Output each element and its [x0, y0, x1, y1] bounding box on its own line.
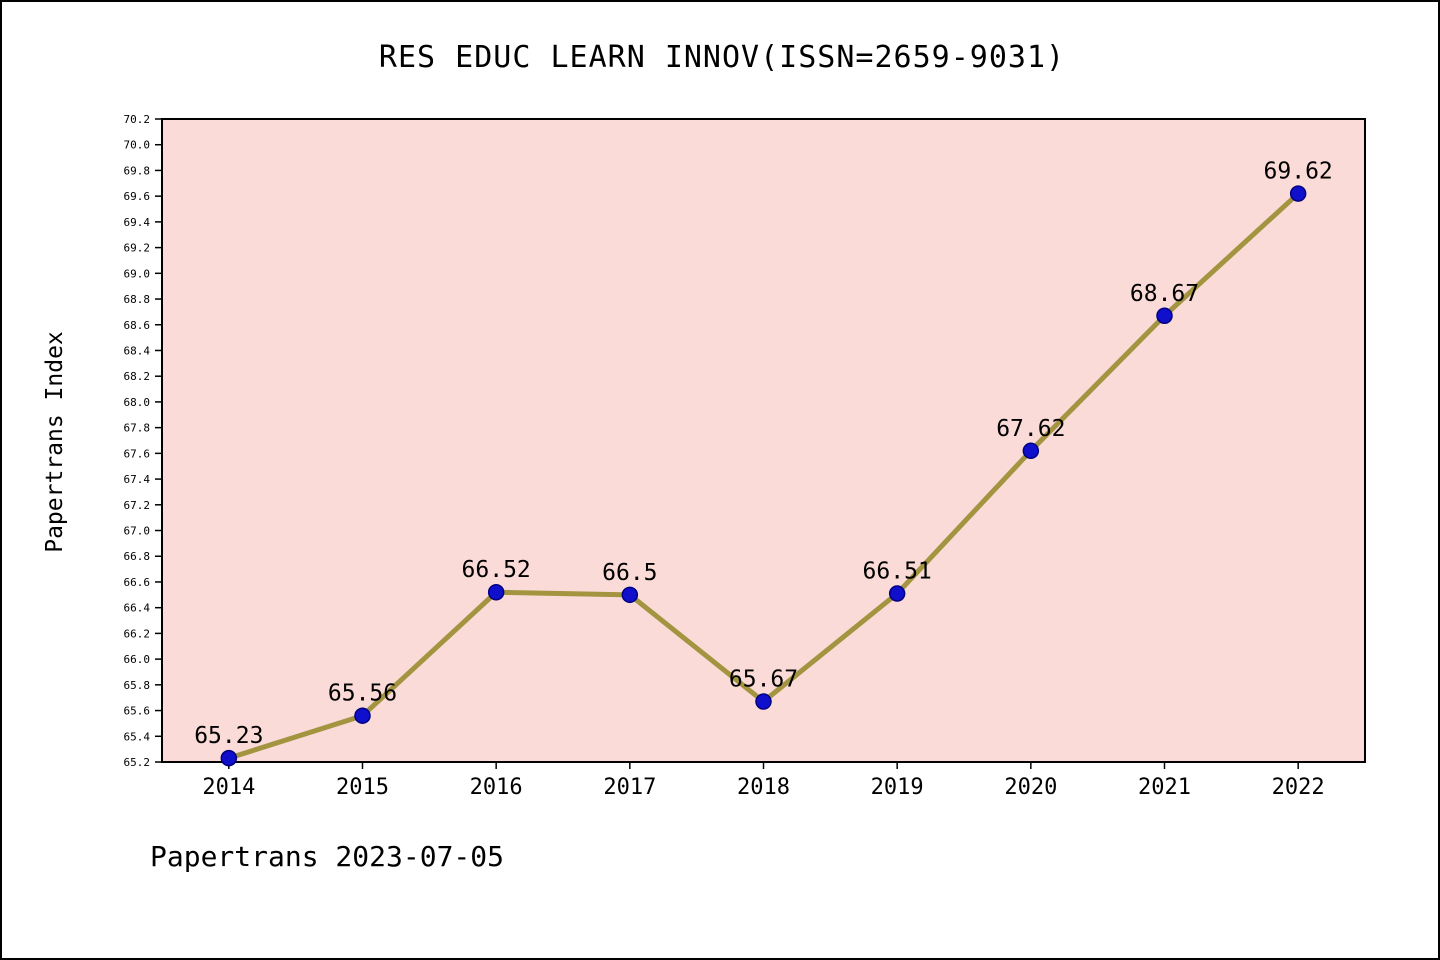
point-label: 66.52 — [462, 557, 531, 583]
data-point — [220, 749, 238, 767]
y-tick-label: 66.2 — [124, 627, 151, 640]
footer-note: Papertrans 2023-07-05 — [150, 840, 505, 873]
y-tick-label: 69.8 — [124, 164, 151, 177]
point-label: 65.23 — [194, 723, 263, 749]
chart-title: RES EDUC LEARN INNOV(ISSN=2659-9031) — [378, 40, 1066, 75]
y-tick-label: 68.6 — [124, 319, 151, 332]
x-tick-label: 2022 — [1272, 775, 1325, 800]
y-tick-label: 69.2 — [124, 242, 151, 255]
data-point — [621, 586, 639, 604]
point-label: 67.62 — [996, 416, 1065, 442]
y-tick-label: 66.8 — [124, 550, 151, 563]
data-point — [888, 585, 906, 602]
y-tick-label: 66.6 — [124, 576, 151, 589]
y-tick-label: 68.0 — [124, 396, 151, 409]
y-tick-label: 69.6 — [124, 190, 151, 203]
data-point — [1156, 307, 1173, 325]
y-tick-label: 69.4 — [124, 216, 151, 229]
point-label: 68.67 — [1130, 281, 1199, 307]
y-tick-label: 67.4 — [124, 473, 151, 486]
x-tick-label: 2015 — [336, 775, 389, 800]
point-label: 69.62 — [1264, 159, 1333, 185]
y-tick-label: 70.2 — [124, 113, 151, 126]
data-point — [487, 583, 505, 601]
y-tick-label: 68.8 — [124, 293, 151, 306]
y-tick-label: 65.4 — [124, 730, 151, 743]
data-point — [354, 707, 371, 724]
x-tick-label: 2014 — [202, 775, 255, 800]
x-tick-label: 2021 — [1138, 775, 1191, 800]
y-tick-label: 68.2 — [124, 370, 151, 383]
y-tick-label: 70.0 — [124, 139, 151, 152]
x-tick-label: 2019 — [871, 775, 924, 800]
y-tick-label: 65.6 — [124, 705, 151, 718]
y-tick-label: 67.0 — [124, 525, 151, 538]
data-point — [1289, 185, 1307, 202]
y-tick-label: 66.0 — [124, 653, 151, 666]
y-tick-label: 67.2 — [124, 499, 151, 512]
x-tick-label: 2017 — [603, 775, 656, 800]
data-point — [755, 693, 772, 710]
plot-area — [161, 118, 1366, 763]
point-label: 66.5 — [602, 560, 657, 586]
y-tick-label: 68.4 — [124, 344, 151, 357]
y-tick-label: 69.0 — [124, 267, 151, 280]
point-label: 65.56 — [328, 681, 397, 707]
y-tick-label: 67.6 — [124, 447, 151, 460]
point-label: 65.67 — [729, 667, 798, 693]
x-tick-label: 2018 — [737, 775, 790, 800]
y-tick-label: 67.8 — [124, 422, 151, 435]
y-tick-label: 65.8 — [124, 679, 151, 692]
y-tick-label: 66.4 — [124, 602, 151, 615]
y-tick-label: 65.2 — [124, 756, 151, 769]
x-tick-label: 2020 — [1004, 775, 1057, 800]
x-tick-label: 2016 — [470, 775, 523, 800]
data-point — [1022, 442, 1040, 460]
point-label: 66.51 — [863, 559, 932, 585]
